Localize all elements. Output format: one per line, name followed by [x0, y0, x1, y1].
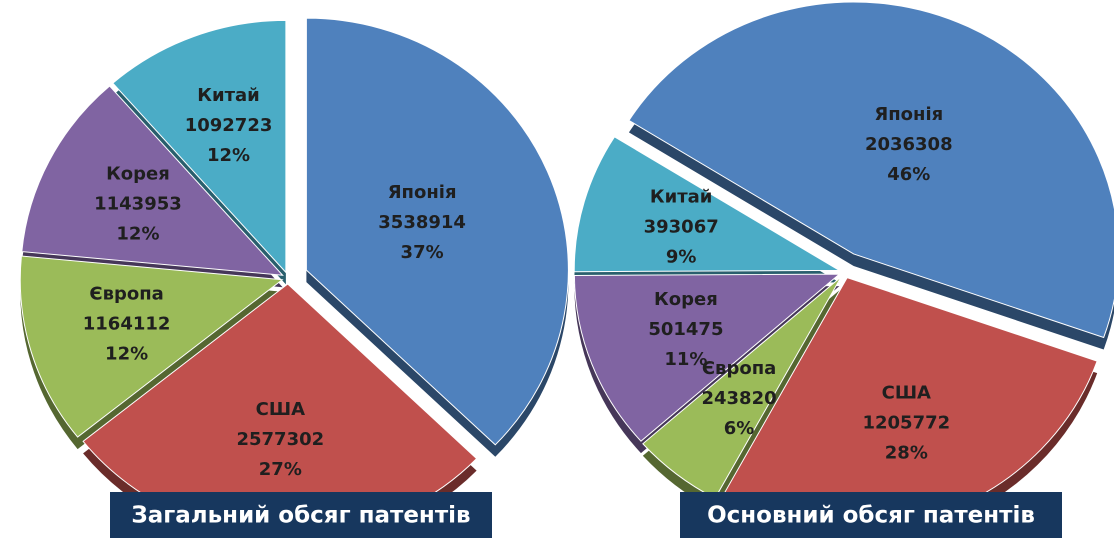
- slice-percent: 12%: [116, 223, 159, 244]
- slice-name: Китай: [197, 85, 260, 106]
- slice-value: 393067: [644, 217, 719, 238]
- caption-box: [680, 492, 1062, 538]
- slice-name: Корея: [106, 163, 170, 184]
- slice-value: 2036308: [865, 134, 953, 155]
- slice-percent: 27%: [259, 459, 302, 480]
- slice-name: Європа: [702, 358, 776, 379]
- slice-value: 243820: [701, 388, 776, 409]
- slice-percent: 12%: [207, 145, 250, 166]
- slice-percent: 11%: [664, 349, 707, 370]
- chart-title: Загальний обсяг патентів: [131, 503, 470, 529]
- slice-name: Японія: [388, 182, 457, 203]
- slice-name: Корея: [654, 289, 718, 310]
- slice-value: 1143953: [94, 193, 182, 214]
- pie-slice: [573, 136, 842, 273]
- slice-value: 3538914: [378, 212, 466, 233]
- pie-slice: [19, 255, 284, 438]
- caption-box: [110, 492, 492, 538]
- pie-slice: [573, 273, 841, 442]
- pie-slice: [21, 85, 284, 276]
- pie-slice: [628, 1, 1114, 339]
- slice-value: 1092723: [185, 115, 273, 136]
- slice-percent: 46%: [887, 164, 930, 185]
- slice-percent: 9%: [666, 247, 697, 268]
- slice-percent: 12%: [105, 343, 148, 364]
- slice-value: 1205772: [862, 412, 950, 433]
- slice-name: США: [882, 382, 931, 403]
- slice-name: США: [256, 399, 305, 420]
- pie-chart: Японія 2036308 46% США 1205772 28% Європа 24382…: [573, 1, 1114, 538]
- slice-percent: 6%: [724, 418, 755, 439]
- pie-slice: [305, 17, 569, 446]
- slice-value: 1164112: [83, 313, 171, 334]
- pie-chart: Японія 3538914 37% США 2577302 27% Європа 11641…: [19, 17, 569, 538]
- slice-name: Європа: [89, 283, 163, 304]
- slice-percent: 37%: [401, 242, 444, 263]
- chart-title: Основний обсяг патентів: [707, 503, 1035, 529]
- pie-slice: [112, 19, 287, 274]
- slice-name: Китай: [650, 187, 713, 208]
- slice-value: 2577302: [236, 429, 324, 450]
- slice-name: Японія: [874, 104, 943, 125]
- slice-value: 501475: [648, 319, 723, 340]
- slice-percent: 28%: [885, 442, 928, 463]
